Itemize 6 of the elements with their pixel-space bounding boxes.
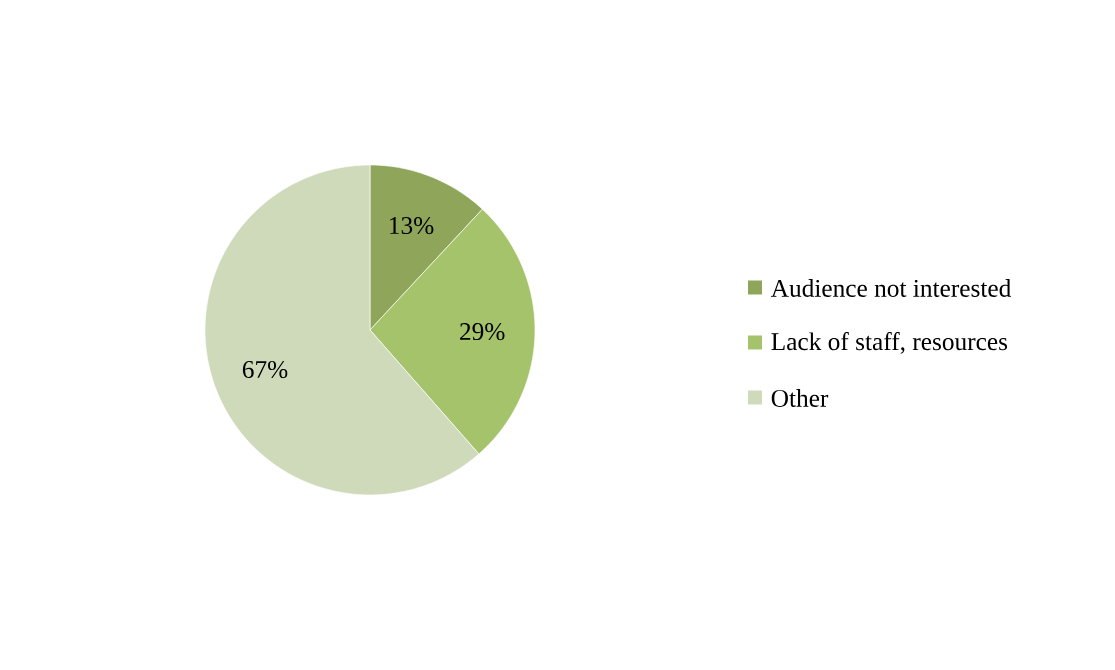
legend-label: Other [771, 389, 829, 407]
legend-label: Audience not interested [770, 279, 1012, 297]
data-label: 29% [460, 323, 505, 341]
data-label: 67% [242, 360, 288, 379]
data-label: 13% [390, 217, 434, 235]
legend-label: Lack of staff, resources [771, 332, 1008, 354]
